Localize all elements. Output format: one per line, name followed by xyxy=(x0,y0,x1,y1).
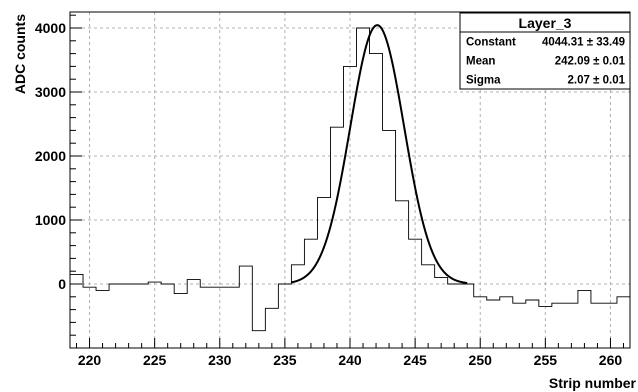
histogram xyxy=(70,27,630,332)
x-tick-label: 225 xyxy=(143,352,167,368)
x-axis: 220 225 230 235 240 245 250 255 260 xyxy=(76,338,624,368)
fit-curve xyxy=(291,24,468,285)
stats-box-frame xyxy=(459,12,631,90)
y-tick-label: 0 xyxy=(58,276,66,292)
x-tick-label: 230 xyxy=(208,352,232,368)
y-tick-label: 3000 xyxy=(35,84,66,100)
gaussian-fit xyxy=(291,24,468,285)
stats-row-label: Constant xyxy=(466,37,516,49)
stats-row-value: 242.09 ± 0.01 xyxy=(555,56,626,68)
x-tick-label: 255 xyxy=(534,352,558,368)
x-tick-label: 240 xyxy=(338,352,362,368)
histogram-line xyxy=(70,27,630,332)
y-axis: 0 1000 2000 3000 4000 xyxy=(35,14,82,349)
y-tick-label: 1000 xyxy=(35,212,66,228)
y-tick-label: 2000 xyxy=(35,148,66,164)
stats-box-title: Layer_3 xyxy=(519,15,572,31)
y-axis-title: ADC counts xyxy=(12,14,28,94)
stats-row-label: Mean xyxy=(466,56,495,68)
x-tick-label: 245 xyxy=(403,352,427,368)
x-axis-title: Strip number xyxy=(549,375,637,391)
x-tick-label: 260 xyxy=(599,352,623,368)
stats-box: Layer_3 Constant 4044.31 ± 33.49 Mean 242.0… xyxy=(459,12,631,90)
x-tick-label: 235 xyxy=(273,352,297,368)
stats-row-label: Sigma xyxy=(466,75,501,87)
x-tick-label: 220 xyxy=(78,352,102,368)
stats-box-rows: Constant 4044.31 ± 33.49 Mean 242.09 ± 0.01… xyxy=(466,37,626,87)
x-tick-label: 250 xyxy=(469,352,493,368)
stats-row-value: 2.07 ± 0.01 xyxy=(568,75,626,87)
y-tick-label: 4000 xyxy=(35,20,66,36)
stats-row-value: 4044.31 ± 33.49 xyxy=(542,37,625,49)
